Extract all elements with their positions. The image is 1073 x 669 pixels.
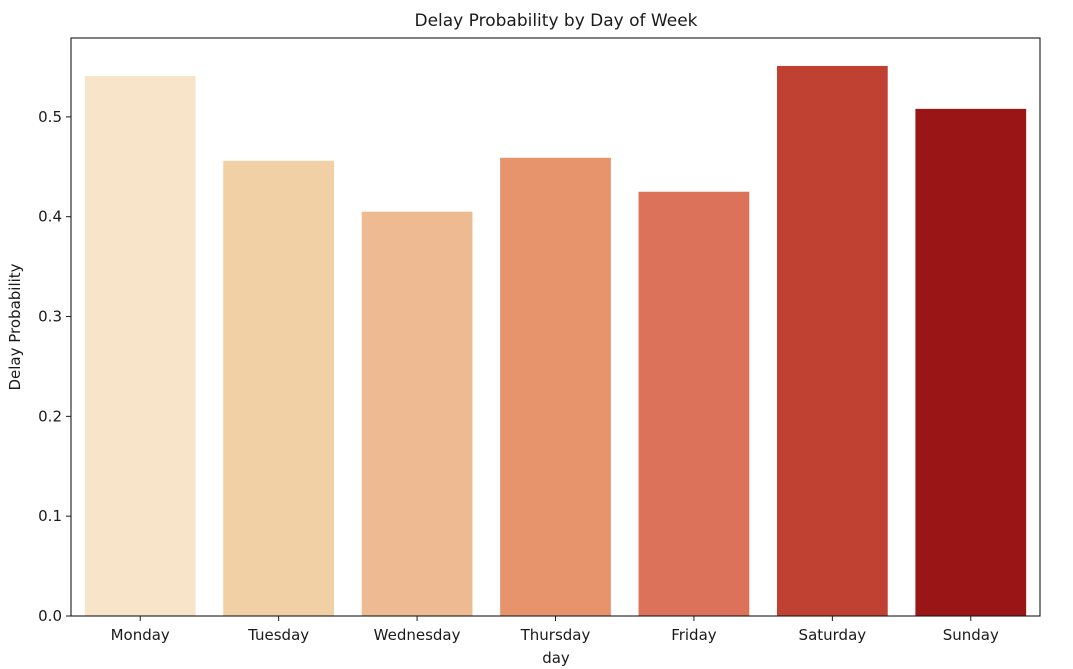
y-tick-label: 0.3 [38,308,62,326]
y-tick-label: 0.2 [38,407,62,425]
x-tick-label: Tuesday [247,626,309,644]
bar-sunday [915,108,1027,616]
x-tick-label: Sunday [943,626,999,644]
bar-saturday [776,65,888,616]
x-tick-label: Thursday [520,626,591,644]
bar-wednesday [361,211,473,617]
bar-monday [84,75,196,616]
y-tick-label: 0.5 [38,108,62,126]
x-tick-label: Friday [671,626,717,644]
x-axis: Monday Tuesday Wednesday Thursday Friday Satu… [111,616,999,644]
x-axis-label: day [542,649,570,667]
y-tick-label: 0.4 [38,208,62,226]
y-axis: 0.0 0.1 0.2 0.3 0.4 0.5 [38,108,71,625]
y-tick-label: 0.0 [38,607,62,625]
bars-group [84,65,1027,617]
y-tick-label: 0.1 [38,507,62,525]
bar-thursday [500,157,611,617]
bar-tuesday [223,160,335,616]
bar-friday [638,191,750,617]
chart-title: Delay Probability by Day of Week [414,11,697,31]
x-tick-label: Monday [111,626,170,644]
x-tick-label: Wednesday [374,626,461,644]
y-axis-label: Delay Probability [6,263,24,390]
x-tick-label: Saturday [799,626,867,644]
